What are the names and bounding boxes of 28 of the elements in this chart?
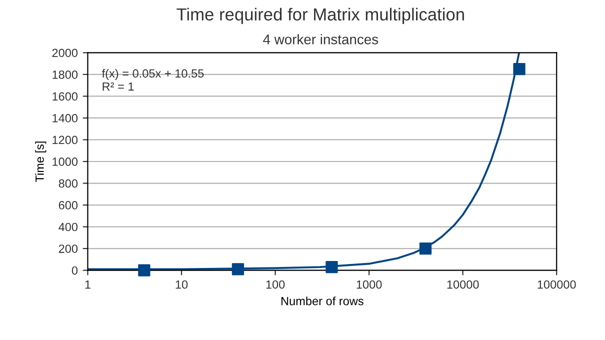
annotation: f(x) = 0.05x + 10.55: [102, 68, 204, 80]
point: [513, 62, 526, 76]
y-axis-title: Time [s]: [35, 142, 46, 182]
y-tick-label: 1800: [52, 70, 78, 79]
point: [419, 242, 432, 255]
y-tick-label: 200: [58, 244, 78, 253]
x-tick-label: 100: [266, 280, 285, 289]
y-tick-label: 2000: [52, 48, 78, 58]
y-tick-label: 1000: [52, 158, 78, 166]
chart-subtitle: 4 worker instances: [263, 34, 378, 44]
point: [138, 264, 150, 276]
x-axis-title: Number of rows: [281, 296, 364, 306]
chart-title: Time required for Matrix multiplication: [176, 8, 464, 24]
y-tick-label: 400: [58, 222, 78, 232]
y-tick-label: 0: [72, 266, 78, 275]
x-tick-label: 1: [85, 280, 90, 289]
y-tick-label: 600: [58, 201, 78, 210]
y-tick-label: 1600: [52, 92, 78, 101]
point: [326, 260, 338, 274]
y-tick-label: 1400: [52, 114, 78, 122]
x-tick-label: 10: [176, 280, 188, 289]
y-tick-label: 800: [58, 179, 78, 188]
x-tick-label: 1000: [356, 280, 382, 289]
annotation: R² = 1: [102, 82, 134, 91]
point: [232, 263, 244, 276]
x-tick-label: 100000: [538, 280, 576, 289]
x-tick-label: 10000: [447, 280, 479, 289]
y-tick-label: 1200: [52, 136, 78, 144]
